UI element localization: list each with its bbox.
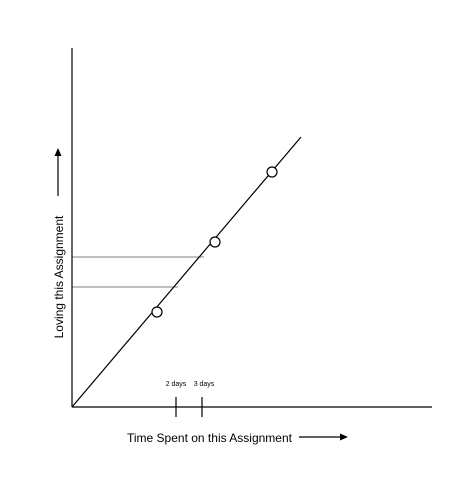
marker-circle-mid [209,236,221,248]
tick-label-3-days: 3 days [194,381,215,388]
x-axis-label: Time Spent on this Assignment [127,431,293,445]
marker-circle-high [266,166,278,178]
y-axis-label: Loving this Assignment [52,215,66,338]
tick-label-2-days: 2 days [166,381,187,388]
y-axis-arrow-icon [54,148,62,196]
x-axis-arrow-icon [299,433,348,441]
marker-circle-low [151,306,163,318]
trend-line [71,136,302,408]
